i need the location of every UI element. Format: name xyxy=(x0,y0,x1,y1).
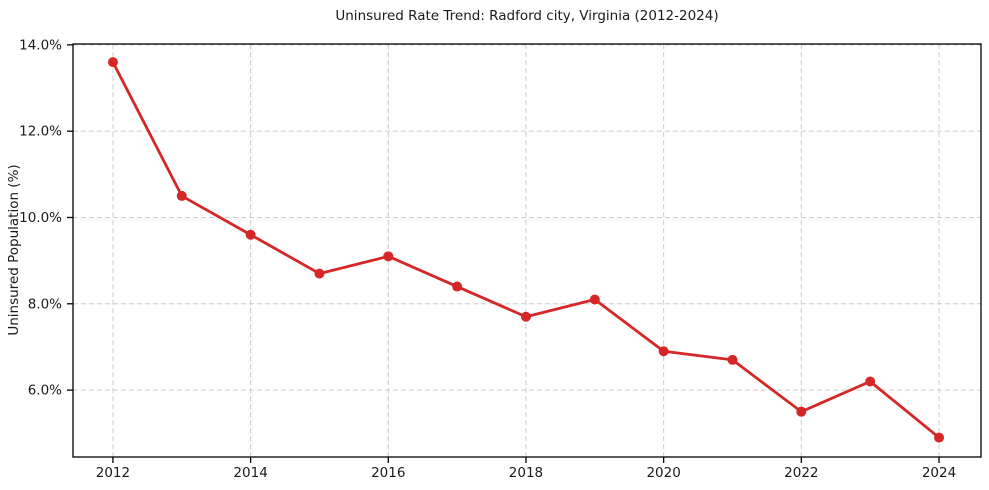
data-point-marker xyxy=(658,346,669,357)
plot-border xyxy=(72,43,982,458)
x-tick-label: 2020 xyxy=(646,465,680,481)
data-point-marker xyxy=(245,229,256,240)
chart-title: Uninsured Rate Trend: Radford city, Virg… xyxy=(335,8,719,24)
data-point-marker xyxy=(176,190,187,201)
x-tick-label: 2024 xyxy=(922,465,956,481)
y-tick-label: 12.0% xyxy=(19,124,62,140)
y-tick-label: 6.0% xyxy=(28,383,62,399)
data-point-marker xyxy=(383,251,394,262)
data-point-marker xyxy=(452,281,463,292)
x-tick-label: 2016 xyxy=(371,465,405,481)
data-point-marker xyxy=(520,311,531,322)
data-point-marker xyxy=(865,376,876,387)
data-point-marker xyxy=(589,294,600,305)
data-point-marker xyxy=(107,57,118,68)
y-tick-label: 8.0% xyxy=(28,296,62,312)
data-point-marker xyxy=(934,432,945,443)
x-tick-label: 2022 xyxy=(784,465,818,481)
y-tick-label: 10.0% xyxy=(19,210,62,226)
data-point-marker xyxy=(314,268,325,279)
x-tick-label: 2014 xyxy=(233,465,267,481)
y-tick-label: 14.0% xyxy=(19,37,62,53)
data-point-marker xyxy=(727,354,738,365)
x-tick-label: 2012 xyxy=(96,465,130,481)
x-tick-label: 2018 xyxy=(509,465,543,481)
data-point-marker xyxy=(796,406,807,417)
